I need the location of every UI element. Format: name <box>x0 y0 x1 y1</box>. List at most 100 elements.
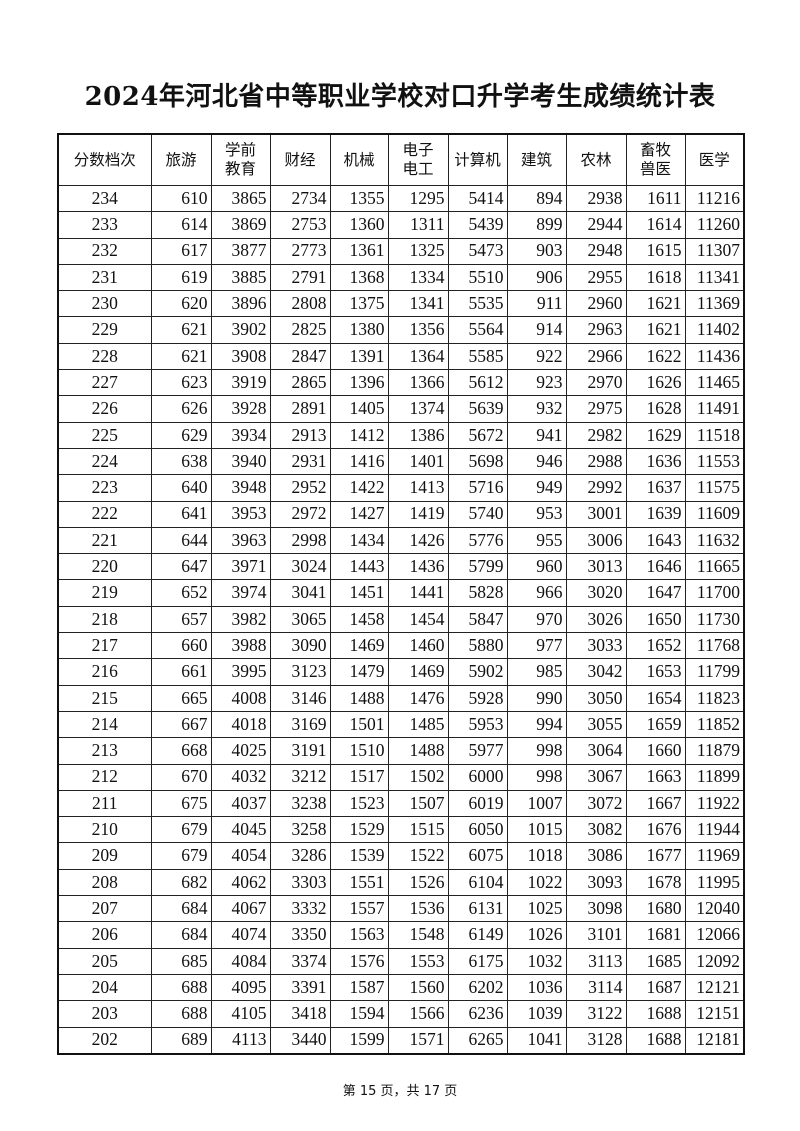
score-cell: 227 <box>57 369 152 397</box>
count-cell: 1539 <box>329 842 389 870</box>
table-row: 229 621 3902 2825 1380 1356 5564 914 2963 1621 114… <box>57 316 745 344</box>
table-row: 213 668 4025 3191 1510 1488 5977 998 3064 1660 118… <box>57 737 745 765</box>
count-cell: 11216 <box>684 184 745 213</box>
count-cell: 3896 <box>210 290 271 318</box>
count-cell: 6175 <box>447 947 508 975</box>
column-header: 建筑 <box>506 133 567 186</box>
count-cell: 688 <box>150 1000 212 1028</box>
count-cell: 1510 <box>329 737 389 765</box>
count-cell: 3041 <box>269 579 331 607</box>
count-cell: 2975 <box>565 395 627 423</box>
count-cell: 6265 <box>447 1026 508 1055</box>
count-cell: 1396 <box>329 369 389 397</box>
count-cell: 11730 <box>684 605 745 634</box>
count-cell: 3146 <box>269 684 331 712</box>
count-cell: 1386 <box>387 421 449 449</box>
table-row: 223 640 3948 2952 1422 1413 5716 949 2992 1637 115… <box>57 474 745 502</box>
count-cell: 2955 <box>565 263 627 292</box>
count-cell: 5828 <box>447 579 508 607</box>
count-cell: 11518 <box>684 421 745 449</box>
count-cell: 5639 <box>447 395 508 423</box>
count-cell: 3067 <box>565 763 627 791</box>
count-cell: 684 <box>150 895 212 923</box>
count-cell: 1587 <box>329 973 389 1002</box>
count-cell: 4067 <box>210 895 271 923</box>
count-cell: 3006 <box>565 526 627 555</box>
count-cell: 1557 <box>329 895 389 923</box>
count-cell: 641 <box>150 500 212 528</box>
count-cell: 6000 <box>447 763 508 791</box>
table-row: 218 657 3982 3065 1458 1454 5847 970 3026 1650 117… <box>57 605 745 634</box>
count-cell: 3391 <box>269 973 331 1002</box>
count-cell: 1366 <box>387 369 449 397</box>
count-cell: 1548 <box>387 921 449 949</box>
count-cell: 953 <box>506 500 567 528</box>
count-cell: 652 <box>150 579 212 607</box>
count-cell: 679 <box>150 816 212 844</box>
table-row: 232 617 3877 2773 1361 1325 5473 903 2948 1615 113… <box>57 237 745 265</box>
count-cell: 6131 <box>447 895 508 923</box>
count-cell: 3212 <box>269 763 331 791</box>
table-row: 205 685 4084 3374 1576 1553 6175 1032 3113 1685 12… <box>57 947 745 975</box>
count-cell: 1614 <box>625 211 686 239</box>
count-cell: 2963 <box>565 316 627 344</box>
count-cell: 661 <box>150 658 212 686</box>
count-cell: 1436 <box>387 553 449 581</box>
count-cell: 11899 <box>684 763 745 791</box>
count-cell: 638 <box>150 447 212 476</box>
count-cell: 1685 <box>625 947 686 975</box>
table-row: 211 675 4037 3238 1523 1507 6019 1007 3072 1667 11… <box>57 789 745 818</box>
count-cell: 990 <box>506 684 567 712</box>
column-header: 农林 <box>565 133 627 186</box>
count-cell: 614 <box>150 211 212 239</box>
score-cell: 204 <box>57 973 152 1002</box>
count-cell: 688 <box>150 973 212 1002</box>
score-cell: 202 <box>57 1026 152 1055</box>
count-cell: 685 <box>150 947 212 975</box>
count-cell: 3013 <box>565 553 627 581</box>
table-row: 226 626 3928 2891 1405 1374 5639 932 2975 1628 114… <box>57 395 745 423</box>
count-cell: 1615 <box>625 237 686 265</box>
count-cell: 3033 <box>565 632 627 660</box>
count-cell: 679 <box>150 842 212 870</box>
table-row: 206 684 4074 3350 1563 1548 6149 1026 3101 1681 12… <box>57 921 745 949</box>
count-cell: 12040 <box>684 895 745 923</box>
count-cell: 2847 <box>269 342 331 371</box>
count-cell: 1526 <box>387 868 449 897</box>
table-row: 208 682 4062 3303 1551 1526 6104 1022 3093 1678 11… <box>57 868 745 897</box>
count-cell: 5510 <box>447 263 508 292</box>
count-cell: 1667 <box>625 789 686 818</box>
score-cell: 216 <box>57 658 152 686</box>
count-cell: 12092 <box>684 947 745 975</box>
count-cell: 5564 <box>447 316 508 344</box>
count-cell: 1637 <box>625 474 686 502</box>
column-header: 旅游 <box>150 133 212 186</box>
count-cell: 626 <box>150 395 212 423</box>
count-cell: 1501 <box>329 710 389 739</box>
count-cell: 11553 <box>684 447 745 476</box>
count-cell: 6202 <box>447 973 508 1002</box>
score-cell: 229 <box>57 316 152 344</box>
count-cell: 2948 <box>565 237 627 265</box>
page-number: 第 15 页，共 17 页 <box>342 1084 458 1099</box>
table-row: 202 689 4113 3440 1599 1571 6265 1041 3128 1688 12… <box>57 1026 745 1055</box>
count-cell: 11465 <box>684 369 745 397</box>
count-cell: 1380 <box>329 316 389 344</box>
count-cell: 1650 <box>625 605 686 634</box>
count-cell: 5585 <box>447 342 508 371</box>
score-cell: 215 <box>57 684 152 712</box>
count-cell: 2960 <box>565 290 627 318</box>
score-cell: 217 <box>57 632 152 660</box>
count-cell: 3024 <box>269 553 331 581</box>
count-cell: 3191 <box>269 737 331 765</box>
count-cell: 2865 <box>269 369 331 397</box>
count-cell: 1626 <box>625 369 686 397</box>
count-cell: 1361 <box>329 237 389 265</box>
count-cell: 12121 <box>684 973 745 1002</box>
count-cell: 3020 <box>565 579 627 607</box>
count-cell: 3123 <box>269 658 331 686</box>
count-cell: 4084 <box>210 947 271 975</box>
count-cell: 11944 <box>684 816 745 844</box>
score-cell: 203 <box>57 1000 152 1028</box>
count-cell: 3948 <box>210 474 271 502</box>
